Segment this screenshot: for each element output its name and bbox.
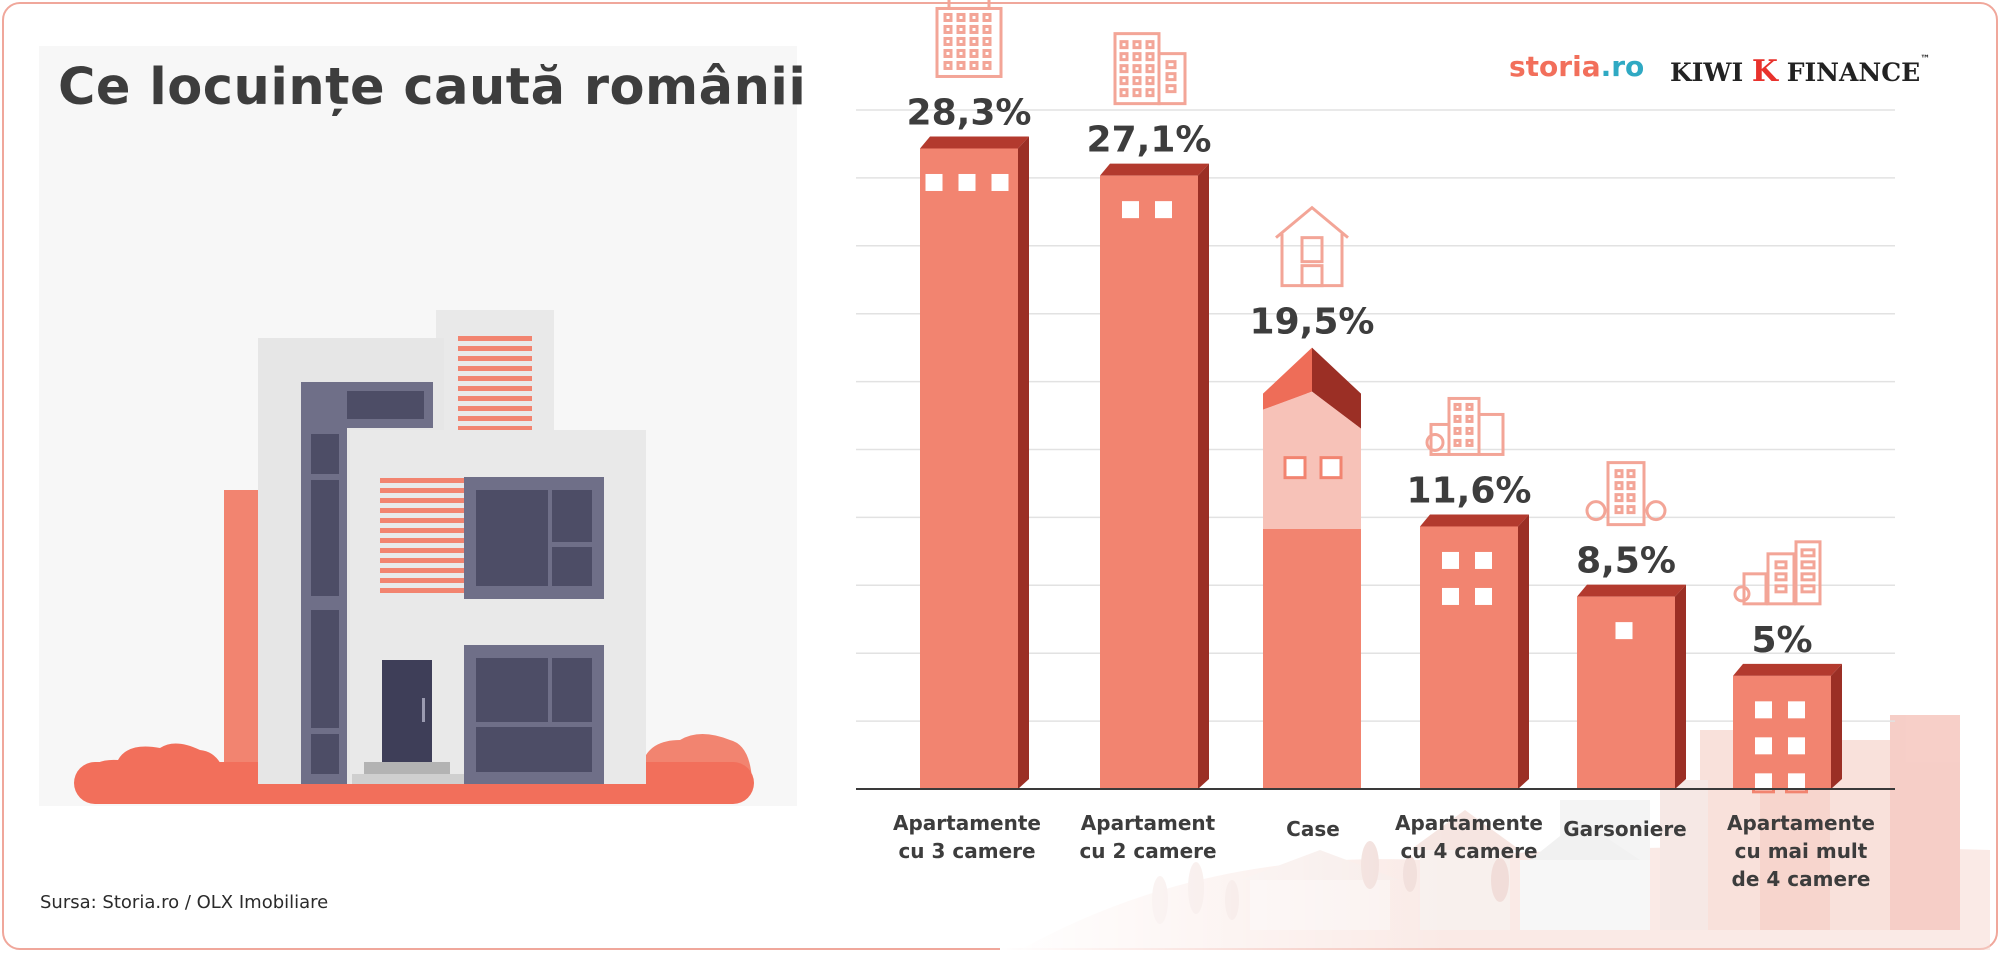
bar-value-label: 19,5% xyxy=(1250,302,1375,343)
chart-category-labels: Apartamente cu 3 camere Apartament cu 2 cam… xyxy=(893,811,1875,891)
category-label-line: Case xyxy=(1286,817,1340,841)
window xyxy=(1785,734,1808,758)
category-label: Apartamente cu 3 camere xyxy=(893,811,1041,863)
window xyxy=(1472,548,1495,572)
window xyxy=(1612,619,1636,643)
category-label-line: Apartamente xyxy=(893,811,1041,835)
source-note: Sursa: Storia.ro / OLX Imobiliare xyxy=(40,892,329,913)
window xyxy=(1439,584,1462,608)
storia-logo-tld: .ro xyxy=(1600,50,1645,83)
bar-top xyxy=(1100,163,1209,176)
bar-front xyxy=(920,148,1018,789)
window xyxy=(1785,770,1808,794)
page-title: Ce locuințe caută românii xyxy=(58,58,807,117)
bar-value-label: 8,5% xyxy=(1576,541,1676,582)
window xyxy=(1283,456,1307,480)
kiwi-logo-word: KIWI xyxy=(1670,58,1744,87)
window xyxy=(1152,198,1175,222)
category-label: Apartamente cu 4 camere xyxy=(1395,811,1543,863)
office-tower-icon xyxy=(935,0,1003,78)
roof-right xyxy=(1312,347,1361,429)
city-skyline-icon xyxy=(1733,540,1822,606)
category-label-line: de 4 camere xyxy=(1732,867,1871,891)
bar-side xyxy=(1831,663,1842,789)
bar-top xyxy=(1420,514,1529,527)
bar-front xyxy=(1420,526,1518,789)
window xyxy=(988,170,1012,194)
window xyxy=(1752,734,1775,758)
bar-front xyxy=(1263,529,1361,789)
bar-value-label: 5% xyxy=(1751,620,1812,661)
roof-left xyxy=(1263,347,1312,410)
kiwi-k-mark: K xyxy=(1751,54,1778,89)
category-label-line: cu 2 camere xyxy=(1079,839,1216,863)
window xyxy=(1439,548,1462,572)
apartment-with-trees-icon xyxy=(1585,461,1667,527)
bar-top xyxy=(1733,663,1842,676)
kiwi-finance-logo[interactable]: KIWI K FINANCE™ xyxy=(1670,54,1930,89)
category-label-line: Apartamente xyxy=(1395,811,1543,835)
bar-5: 5% xyxy=(1733,540,1842,794)
bar-3: 11,6% xyxy=(1407,396,1532,789)
bar-value-label: 11,6% xyxy=(1407,470,1532,511)
bar-1: 27,1% xyxy=(1087,32,1212,790)
window xyxy=(1752,770,1775,794)
category-label-line: cu 3 camere xyxy=(898,839,1035,863)
bar-side xyxy=(1198,163,1209,790)
apartment-cluster-icon xyxy=(1425,396,1505,456)
apartment-block-icon xyxy=(1113,32,1187,106)
category-label: Apartamente cu mai mult de 4 camere xyxy=(1727,811,1875,891)
bar-front xyxy=(1733,675,1831,789)
trademark-symbol: ™ xyxy=(1920,54,1931,65)
house-illustration xyxy=(74,310,754,804)
category-label-line: cu 4 camere xyxy=(1400,839,1537,863)
window xyxy=(955,170,979,194)
bar-value-label: 27,1% xyxy=(1087,120,1212,161)
house-illustration-art xyxy=(74,310,754,804)
window xyxy=(1785,698,1808,722)
category-label-line: cu mai mult xyxy=(1735,839,1868,863)
window xyxy=(1119,198,1142,222)
chart-bars: 28,3% 27,1% 19,5% 11,6% 8,5% 5% xyxy=(907,0,1842,794)
bar-4: 8,5% xyxy=(1576,461,1686,789)
category-label-line: Apartament xyxy=(1081,811,1216,835)
category-label-line: Apartamente xyxy=(1727,811,1875,835)
chart-gridlines xyxy=(856,109,1895,722)
window xyxy=(1752,698,1775,722)
bar-side xyxy=(1518,514,1529,789)
bar-2: 19,5% xyxy=(1250,205,1375,789)
bar-side xyxy=(1018,136,1029,789)
category-label: Apartament cu 2 camere xyxy=(1079,811,1216,863)
bar-side xyxy=(1675,584,1686,789)
bar-0: 28,3% xyxy=(907,0,1032,789)
category-label: Garsoniere xyxy=(1563,817,1687,841)
house-gable xyxy=(1263,391,1361,444)
bar-value-label: 28,3% xyxy=(907,92,1032,133)
kiwi-logo-finance: FINANCE xyxy=(1786,58,1921,87)
category-label-line: Garsoniere xyxy=(1563,817,1687,841)
window xyxy=(922,170,946,194)
bar-top xyxy=(1577,584,1686,597)
bar-front xyxy=(1100,175,1198,790)
house-icon xyxy=(1275,205,1349,288)
bar-top xyxy=(920,136,1029,149)
window xyxy=(1472,584,1495,608)
storia-logo[interactable]: storia.ro xyxy=(1509,50,1644,83)
window xyxy=(1319,456,1343,480)
storia-logo-name: storia xyxy=(1509,50,1601,83)
category-label: Case xyxy=(1286,817,1340,841)
